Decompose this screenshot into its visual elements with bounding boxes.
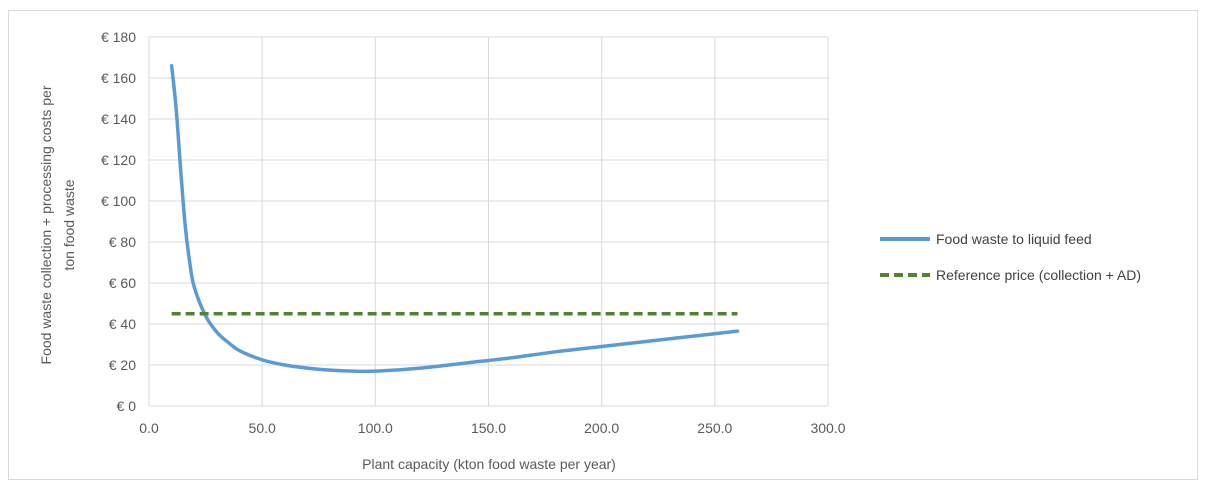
y-tick-label: € 180 bbox=[101, 29, 136, 45]
y-tick-label: € 100 bbox=[101, 193, 136, 209]
chart-frame bbox=[8, 10, 1198, 480]
legend-label-reference-price: Reference price (collection + AD) bbox=[936, 267, 1141, 283]
x-tick-label: 200.0 bbox=[584, 420, 619, 436]
y-tick-label: € 60 bbox=[109, 275, 136, 291]
x-tick-label: 0.0 bbox=[139, 420, 159, 436]
x-tick-label: 100.0 bbox=[358, 420, 393, 436]
x-tick-label: 50.0 bbox=[249, 420, 276, 436]
y-axis-title-line-2: ton food waste bbox=[61, 179, 77, 270]
x-tick-label: 250.0 bbox=[697, 420, 732, 436]
x-axis-title: Plant capacity (kton food waste per year… bbox=[362, 456, 616, 472]
x-tick-label: 150.0 bbox=[471, 420, 506, 436]
y-tick-label: € 80 bbox=[109, 234, 136, 250]
y-tick-label: € 120 bbox=[101, 152, 136, 168]
tick-labels: € 0 € 20 € 40 € 60 € 80 € 100 € 120 € 140 € 160 €… bbox=[101, 29, 846, 436]
legend: Food waste to liquid feed Reference pric… bbox=[880, 231, 1141, 283]
y-tick-label: € 20 bbox=[109, 357, 136, 373]
y-axis-title-line-1: Food waste collection + processing costs… bbox=[38, 85, 54, 364]
y-tick-label: € 140 bbox=[101, 111, 136, 127]
y-tick-label: € 40 bbox=[109, 316, 136, 332]
series-line-food-waste bbox=[169, 63, 740, 374]
x-tick-label: 300.0 bbox=[810, 420, 845, 436]
legend-label-food-waste: Food waste to liquid feed bbox=[936, 231, 1092, 247]
y-tick-label: € 160 bbox=[101, 70, 136, 86]
grid-lines bbox=[148, 36, 829, 407]
y-tick-label: € 0 bbox=[117, 398, 137, 414]
series-lines bbox=[169, 63, 740, 374]
